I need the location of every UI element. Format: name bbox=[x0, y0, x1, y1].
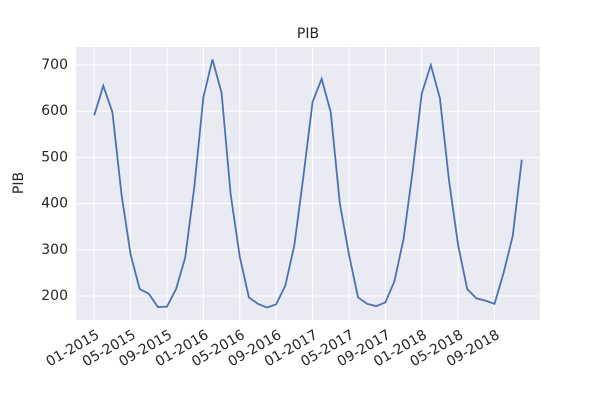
y-axis-label: PIB bbox=[11, 172, 27, 194]
y-tick-label: 700 bbox=[41, 57, 68, 73]
line bbox=[93, 59, 523, 309]
y-tick-label: 200 bbox=[41, 288, 68, 304]
y-tick-label: 300 bbox=[41, 242, 68, 258]
y-tick-label: 600 bbox=[41, 103, 68, 119]
y-tick-label: 400 bbox=[41, 196, 68, 212]
plot-area bbox=[76, 47, 540, 320]
chart-title: PIB bbox=[297, 26, 319, 42]
y-tick-label: 500 bbox=[41, 149, 68, 165]
